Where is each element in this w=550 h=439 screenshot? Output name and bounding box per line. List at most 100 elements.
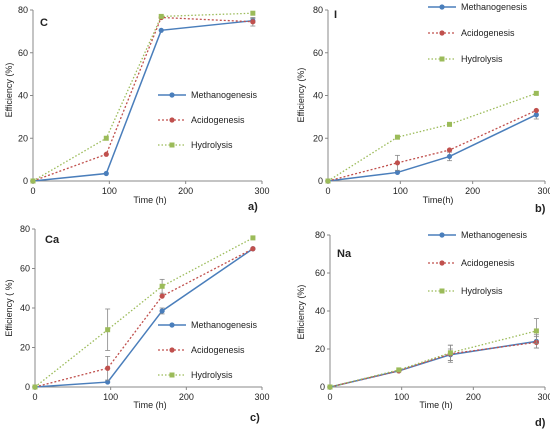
series-hydrolysis bbox=[32, 235, 256, 390]
series-hydrolysis bbox=[327, 318, 539, 390]
panel-letter: c) bbox=[250, 412, 260, 424]
x-tick-label: 0 bbox=[32, 392, 37, 402]
y-axis-label: Efficiency ( %) bbox=[4, 279, 14, 336]
data-point bbox=[250, 19, 256, 25]
y-tick-label: 80 bbox=[20, 224, 30, 234]
x-tick-label: 300 bbox=[537, 392, 550, 402]
y-axis-label: Efficiency (%) bbox=[4, 63, 14, 118]
legend-marker bbox=[169, 142, 175, 148]
data-point bbox=[250, 235, 256, 241]
y-tick-label: 0 bbox=[320, 382, 325, 392]
series-acidogenesis bbox=[327, 336, 540, 390]
data-point bbox=[446, 153, 453, 160]
y-tick-label: 0 bbox=[318, 176, 323, 186]
y-tick-label: 40 bbox=[18, 91, 28, 101]
y-tick-label: 80 bbox=[313, 5, 323, 15]
panel-letter: a) bbox=[248, 201, 258, 213]
legend: Methanogenesis Acidogenesis Hydrolysis bbox=[428, 2, 528, 64]
series-line-methanogenesis bbox=[329, 340, 537, 388]
data-point bbox=[533, 328, 539, 334]
data-point bbox=[159, 308, 165, 314]
legend-marker bbox=[169, 322, 175, 328]
data-point bbox=[30, 178, 36, 184]
series-line-hydrolysis bbox=[329, 330, 537, 388]
data-point bbox=[159, 283, 165, 289]
panel-title: Ca bbox=[45, 234, 60, 246]
data-point bbox=[533, 107, 539, 114]
y-tick-label: 60 bbox=[315, 268, 325, 278]
data-point bbox=[533, 112, 539, 118]
legend-label-acidogenesis: Acidogenesis bbox=[461, 258, 515, 268]
series-line-acidogenesis bbox=[34, 248, 254, 388]
legend: Methanogenesis Acidogenesis Hydrolysis bbox=[158, 320, 258, 380]
x-tick-label: 100 bbox=[394, 392, 409, 402]
y-tick-label: 0 bbox=[23, 176, 28, 186]
y-tick-label: 20 bbox=[315, 344, 325, 354]
series-line-methanogenesis bbox=[32, 19, 253, 182]
y-tick-label: 60 bbox=[18, 48, 28, 58]
data-point bbox=[447, 350, 453, 356]
legend: Methanogenesis Acidogenesis Hydrolysis bbox=[158, 90, 258, 150]
x-tick-label: 0 bbox=[325, 186, 330, 196]
x-axis-label: Time (h) bbox=[133, 195, 166, 205]
y-axis-label: Efficiency (%) bbox=[296, 285, 306, 340]
series-methanogenesis bbox=[32, 246, 256, 390]
chart-panel-3: 0 20 40 60 80 0 100 200 300 Time (h) Efficiency ( … bbox=[4, 224, 270, 424]
series-line-hydrolysis bbox=[327, 92, 537, 182]
x-axis-label: Time(h) bbox=[423, 195, 454, 205]
x-tick-label: 100 bbox=[102, 186, 117, 196]
series-hydrolysis bbox=[325, 90, 539, 184]
data-point bbox=[105, 365, 111, 371]
x-tick-label: 300 bbox=[537, 186, 550, 196]
panel-title: Na bbox=[337, 248, 352, 260]
legend-marker bbox=[439, 4, 445, 10]
series-line-hydrolysis bbox=[34, 237, 254, 388]
legend-label-hydrolysis: Hydrolysis bbox=[191, 140, 233, 150]
y-tick-label: 0 bbox=[25, 382, 30, 392]
data-point bbox=[394, 134, 400, 140]
series-acidogenesis bbox=[32, 246, 256, 390]
y-tick-label: 20 bbox=[313, 133, 323, 143]
y-tick-label: 20 bbox=[18, 133, 28, 143]
data-point bbox=[159, 293, 165, 299]
series-line-acidogenesis bbox=[327, 109, 537, 182]
data-point bbox=[394, 169, 401, 176]
data-point bbox=[446, 147, 453, 153]
x-tick-label: 0 bbox=[327, 392, 332, 402]
y-tick-label: 80 bbox=[18, 5, 28, 15]
legend-marker bbox=[439, 30, 445, 36]
panel-title: C bbox=[40, 17, 48, 29]
x-tick-label: 200 bbox=[179, 392, 194, 402]
legend-marker bbox=[169, 92, 175, 98]
x-tick-label: 0 bbox=[30, 186, 35, 196]
x-tick-label: 200 bbox=[465, 186, 480, 196]
data-point bbox=[158, 13, 164, 19]
legend-label-methanogenesis: Methanogenesis bbox=[461, 2, 528, 12]
data-point bbox=[396, 367, 402, 373]
y-tick-label: 60 bbox=[313, 48, 323, 58]
legend-label-acidogenesis: Acidogenesis bbox=[191, 345, 245, 355]
legend-label-methanogenesis: Methanogenesis bbox=[191, 320, 258, 330]
data-point bbox=[533, 90, 539, 96]
y-tick-label: 40 bbox=[315, 306, 325, 316]
x-tick-label: 300 bbox=[254, 392, 269, 402]
data-point bbox=[327, 384, 333, 390]
x-axis-label: Time (h) bbox=[133, 400, 166, 410]
data-point bbox=[394, 160, 401, 166]
legend-label-hydrolysis: Hydrolysis bbox=[461, 54, 503, 64]
y-tick-label: 60 bbox=[20, 264, 30, 274]
series-methanogenesis bbox=[30, 18, 256, 184]
legend-label-methanogenesis: Methanogenesis bbox=[191, 90, 258, 100]
legend-label-acidogenesis: Acidogenesis bbox=[191, 115, 245, 125]
y-tick-label: 20 bbox=[20, 343, 30, 353]
series-acidogenesis bbox=[325, 107, 539, 184]
series-methanogenesis bbox=[325, 110, 539, 184]
series-line-methanogenesis bbox=[327, 114, 537, 182]
panel-letter: b) bbox=[535, 203, 546, 215]
y-tick-label: 40 bbox=[313, 91, 323, 101]
x-tick-label: 300 bbox=[254, 186, 269, 196]
series-line-acidogenesis bbox=[329, 341, 537, 388]
chart-panel-1: 0 20 40 60 80 0 100 200 300 Time (h) Efficiency (%… bbox=[4, 5, 270, 213]
